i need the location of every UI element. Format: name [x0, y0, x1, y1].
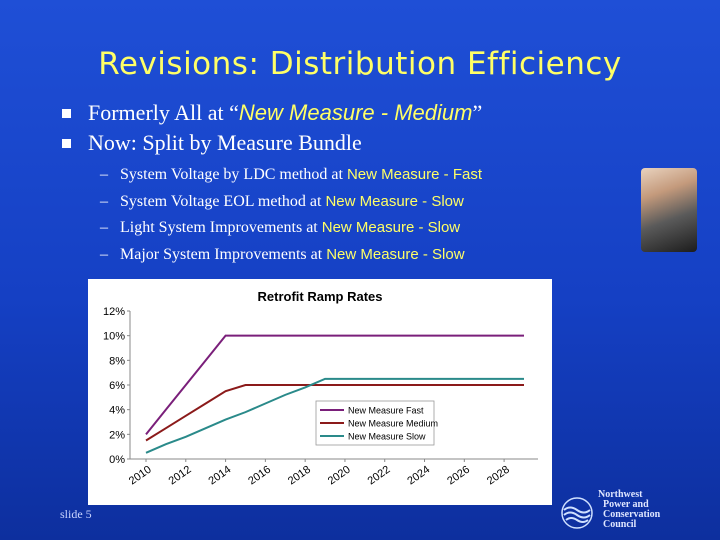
y-tick-label: 6%: [109, 380, 125, 392]
slide-number: slide 5: [60, 507, 92, 521]
x-tick-label: 2024: [405, 464, 432, 488]
x-tick-label: 2016: [246, 464, 273, 488]
y-tick-label: 4%: [109, 405, 125, 417]
y-tick-label: 12%: [103, 306, 125, 318]
bullet-highlight: New Measure - Medium: [238, 100, 473, 125]
slide-title: Revisions: Distribution Efficiency: [98, 46, 622, 82]
bullet-text-suffix: ”: [472, 100, 483, 125]
sub-bullet-highlight: New Measure - Fast: [346, 166, 482, 183]
equipment-photo: [641, 168, 697, 252]
sub-bullet: – Major System Improvements at New Measu…: [60, 242, 482, 269]
series-line: [145, 377, 524, 454]
sub-bullet-highlight: New Measure - Slow: [326, 245, 465, 263]
chart-title: Retrofit Ramp Rates: [258, 289, 383, 304]
dash-icon: –: [100, 245, 108, 263]
sub-bullet-text: Major System Improvements at: [120, 245, 327, 263]
legend-label: New Measure Fast: [348, 406, 424, 416]
council-logo-text: Northwest Power and Conservation Council: [598, 489, 661, 530]
x-tick-label: 2020: [326, 464, 353, 488]
sub-bullet-highlight: New Measure - Slow: [321, 219, 461, 236]
y-tick-label: 8%: [109, 355, 125, 367]
x-tick-label: 2018: [286, 464, 313, 488]
sub-bullet-text: Light System Improvements at: [120, 219, 322, 236]
dash-icon: –: [100, 166, 108, 183]
bullet-text: Formerly All at “: [88, 100, 239, 125]
legend-label: New Measure Medium: [348, 419, 438, 429]
y-tick-label: 0%: [109, 454, 125, 466]
sub-bullet: – System Voltage EOL method at New Measu…: [60, 189, 482, 216]
square-bullet-icon: [62, 109, 71, 118]
sub-bullet: – System Voltage by LDC method at New Me…: [60, 162, 482, 189]
bullet-formerly: Formerly All at “New Measure - Medium”: [60, 98, 482, 128]
ramp-rate-chart: Retrofit Ramp Rates 0% 2% 4% 6% 8% 10% 12% 2010 2…: [88, 279, 552, 505]
series-line: [145, 384, 524, 442]
bullet-list: Formerly All at “New Measure - Medium” N…: [60, 98, 482, 268]
sub-bullet-text: System Voltage EOL method at: [120, 192, 326, 210]
sub-bullet: – Light System Improvements at New Measu…: [60, 215, 482, 242]
sub-bullet-highlight: New Measure - Slow: [325, 192, 464, 210]
sub-bullet-text: System Voltage by LDC method at: [120, 166, 347, 183]
dash-icon: –: [100, 192, 108, 210]
y-tick-label: 2%: [109, 429, 125, 441]
x-tick-label: 2014: [206, 464, 233, 488]
square-bullet-icon: [62, 139, 71, 148]
x-tick-label: 2012: [167, 464, 194, 488]
dash-icon: –: [100, 219, 108, 236]
chart-svg: Retrofit Ramp Rates 0% 2% 4% 6% 8% 10% 12% 2010 2…: [103, 289, 538, 488]
legend-label: New Measure Slow: [348, 432, 426, 442]
bullet-text: Now: Split by Measure Bundle: [88, 130, 362, 155]
council-logo-icon: [561, 497, 593, 529]
x-tick-label: 2022: [366, 464, 393, 488]
x-tick-label: 2028: [485, 464, 512, 488]
bullet-now: Now: Split by Measure Bundle: [60, 128, 482, 158]
y-tick-label: 10%: [103, 331, 125, 343]
x-tick-label: 2026: [445, 464, 472, 488]
series-line: [145, 334, 524, 435]
x-tick-label: 2010: [127, 464, 154, 488]
